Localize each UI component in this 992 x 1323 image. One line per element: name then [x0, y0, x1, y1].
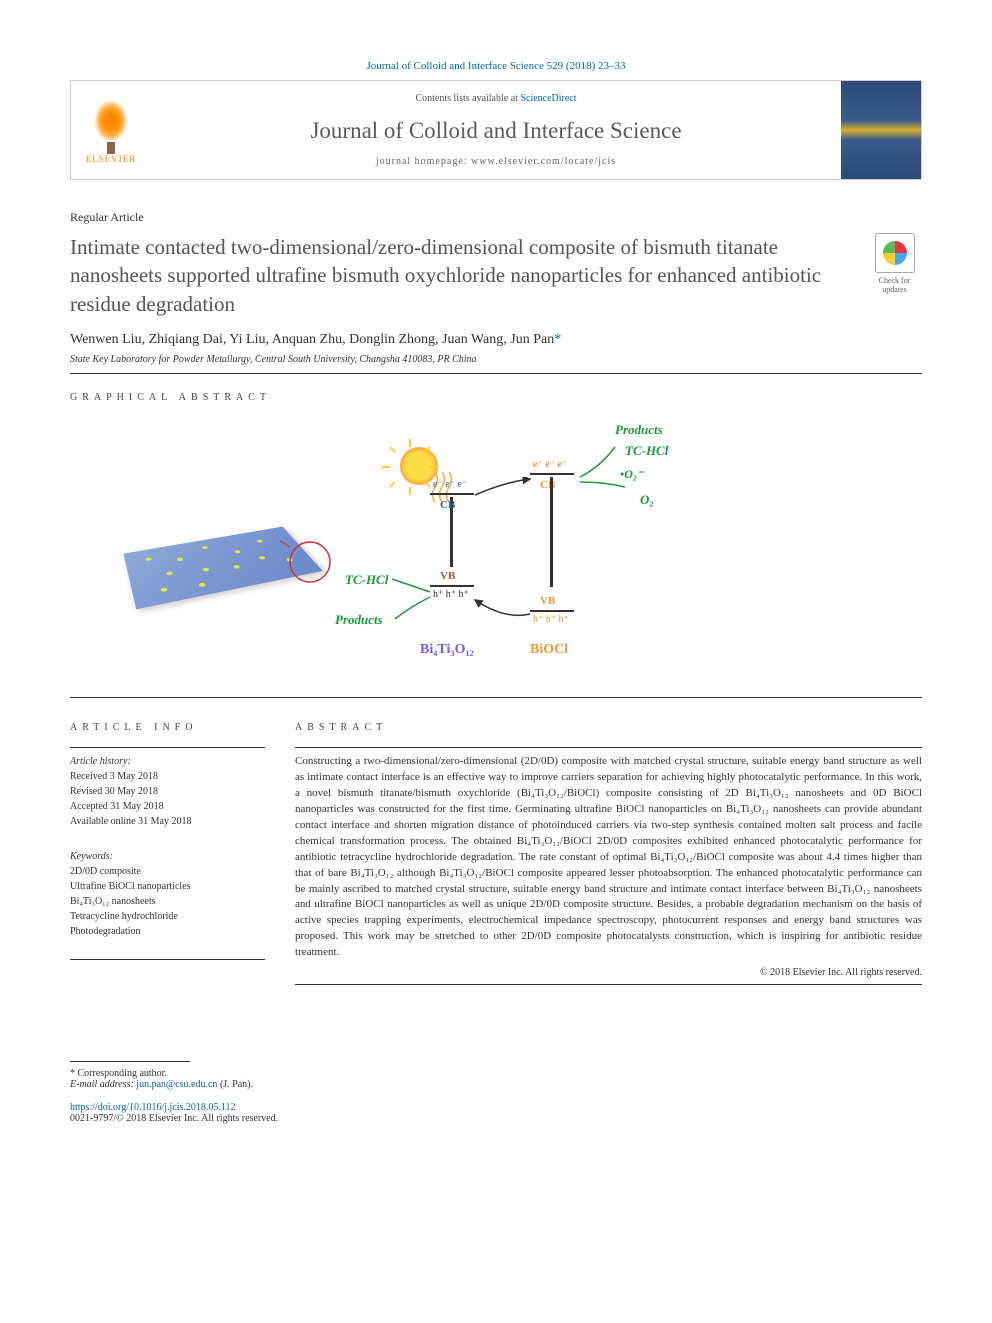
- vb-label: VB: [440, 570, 455, 582]
- email-label: E-mail address:: [70, 1079, 136, 1090]
- vb-label: VB: [540, 595, 555, 607]
- sciencedirect-link[interactable]: ScienceDirect: [520, 93, 576, 104]
- product-arrows-icon: [390, 577, 440, 627]
- journal-name: Journal of Colloid and Interface Science: [171, 118, 821, 144]
- article-title: Intimate contacted two-dimensional/zero-…: [70, 233, 847, 318]
- doi-link[interactable]: https://doi.org/10.1016/j.jcis.2018.05.1…: [70, 1102, 236, 1113]
- nanoparticle-dot: [233, 565, 241, 569]
- abstract-copyright: © 2018 Elsevier Inc. All rights reserved…: [295, 967, 922, 978]
- nanoparticle-dot: [258, 556, 266, 560]
- doi-line: https://doi.org/10.1016/j.jcis.2018.05.1…: [70, 1102, 922, 1113]
- keyword-item: 2D/0D composite: [70, 864, 265, 879]
- email-name: (J. Pan).: [217, 1079, 253, 1090]
- o2-label: O₂: [640, 492, 654, 508]
- homepage-url[interactable]: www.elsevier.com/locate/jcis: [471, 156, 616, 167]
- product-arrows-icon: [575, 442, 635, 502]
- nanoparticle-dot: [234, 550, 241, 554]
- nanoparticle-dot: [256, 539, 263, 543]
- publisher-logo: ELSEVIER: [71, 81, 151, 179]
- abstract-label: ABSTRACT: [295, 722, 922, 733]
- keyword-item: Bi₄Ti₃O₁₂ nanosheets: [70, 894, 265, 909]
- graphical-abstract-figure: e⁻ e⁻ e⁻ CB VB h⁺ h⁺ h⁺ e⁻ e⁻ e⁻ CB VB h…: [70, 417, 922, 677]
- email-line: E-mail address: jun.pan@csu.edu.cn (J. P…: [70, 1079, 922, 1090]
- issn-copyright: 0021-9797/© 2018 Elsevier Inc. All right…: [70, 1113, 922, 1124]
- article-type: Regular Article: [70, 210, 922, 225]
- material1-label: Bi₄Ti₃O₁₂: [420, 642, 474, 658]
- divider: [295, 747, 922, 748]
- nanoparticle-dot: [160, 587, 168, 592]
- electrons-label: e⁻ e⁻ e⁻: [433, 479, 467, 490]
- updates-circle-icon: [875, 233, 915, 273]
- history-heading: Article history:: [70, 754, 265, 769]
- homepage-prefix: journal homepage:: [376, 156, 471, 167]
- elsevier-tree-icon: [91, 96, 131, 146]
- corresponding-author-note: * Corresponding author.: [70, 1068, 922, 1079]
- electron-transfer-arrow-icon: [470, 477, 540, 507]
- material2-label: BiOCl: [530, 642, 568, 658]
- zoom-circle-icon: [280, 537, 340, 587]
- keyword-item: Tetracycline hydrochloride: [70, 909, 265, 924]
- products-label: Products: [335, 612, 383, 628]
- graphical-abstract-label: GRAPHICAL ABSTRACT: [70, 392, 922, 403]
- abstract-text: Constructing a two-dimensional/zero-dime…: [295, 754, 922, 961]
- authors-list: Wenwen Liu, Zhiqiang Dai, Yi Liu, Anquan…: [70, 332, 922, 348]
- footnote-rule: [70, 1061, 190, 1062]
- keywords-block: Keywords: 2D/0D composite Ultrafine BiOC…: [70, 849, 265, 939]
- article-info-label: ARTICLE INFO: [70, 722, 265, 733]
- tchcl-label: TC-HCl: [345, 572, 388, 588]
- products-label: Products: [615, 422, 663, 438]
- contents-prefix: Contents lists available at: [415, 93, 520, 104]
- publisher-name: ELSEVIER: [86, 154, 137, 164]
- top-citation: Journal of Colloid and Interface Science…: [70, 60, 922, 72]
- history-item: Accepted 31 May 2018: [70, 799, 265, 814]
- electrons-label: e⁻ e⁻ e⁻: [533, 459, 567, 470]
- hole-transfer-arrow-icon: [470, 592, 540, 622]
- authors-names: Wenwen Liu, Zhiqiang Dai, Yi Liu, Anquan…: [70, 332, 554, 347]
- divider: [70, 959, 265, 960]
- nanoparticle-dot: [198, 582, 206, 587]
- affiliation: State Key Laboratory for Powder Metallur…: [70, 354, 922, 365]
- keywords-heading: Keywords:: [70, 849, 265, 864]
- nanoparticle-dot: [166, 571, 173, 576]
- check-updates-badge[interactable]: Check for updates: [867, 233, 922, 294]
- divider: [70, 747, 265, 748]
- cb-label: CB: [440, 499, 455, 511]
- divider: [70, 697, 922, 698]
- history-item: Received 3 May 2018: [70, 769, 265, 784]
- page-footer: * Corresponding author. E-mail address: …: [70, 1061, 922, 1124]
- divider: [70, 373, 922, 374]
- nanoparticle-dot: [201, 546, 208, 550]
- divider: [295, 984, 922, 985]
- nanoparticle-dot: [202, 567, 210, 572]
- email-link[interactable]: jun.pan@csu.edu.cn: [136, 1079, 217, 1090]
- header-center: Contents lists available at ScienceDirec…: [151, 81, 841, 179]
- nanoparticle-dot: [145, 557, 152, 561]
- updates-badge-label: Check for updates: [879, 276, 911, 294]
- article-history: Article history: Received 3 May 2018 Rev…: [70, 754, 265, 829]
- keyword-item: Ultrafine BiOCl nanoparticles: [70, 879, 265, 894]
- keyword-item: Photodegradation: [70, 924, 265, 939]
- contents-line: Contents lists available at ScienceDirec…: [171, 93, 821, 104]
- journal-cover-thumbnail: [841, 81, 921, 179]
- journal-header: ELSEVIER Contents lists available at Sci…: [70, 80, 922, 180]
- cb-level: [430, 493, 474, 495]
- history-item: Available online 31 May 2018: [70, 814, 265, 829]
- cb-level: [530, 473, 574, 475]
- nanoparticle-dot: [176, 557, 183, 561]
- corresponding-mark: *: [554, 332, 561, 347]
- band-bar: [550, 477, 553, 587]
- homepage-line: journal homepage: www.elsevier.com/locat…: [171, 156, 821, 167]
- history-item: Revised 30 May 2018: [70, 784, 265, 799]
